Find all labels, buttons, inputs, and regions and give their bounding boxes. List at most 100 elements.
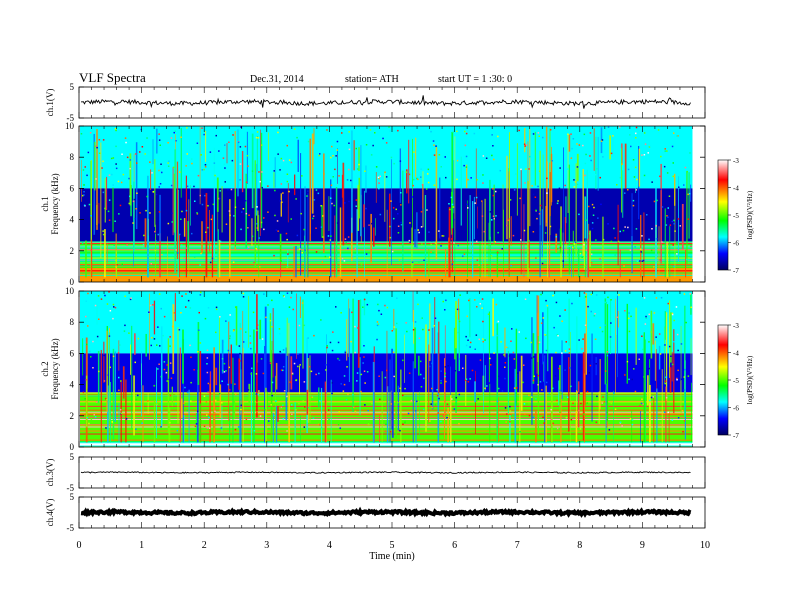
spec-streak bbox=[120, 379, 122, 443]
spec-speckle bbox=[591, 222, 594, 224]
spec-speckle bbox=[351, 311, 353, 314]
spec-streak bbox=[235, 306, 238, 346]
y-tick-label: 2 bbox=[70, 411, 75, 421]
spec-speckle bbox=[416, 177, 418, 180]
spec-speckle bbox=[277, 131, 279, 134]
spec-speckle bbox=[444, 156, 446, 158]
spec-speckle bbox=[690, 245, 692, 247]
spec-streak bbox=[98, 202, 100, 224]
spec-speckle bbox=[589, 155, 591, 157]
spec-streak bbox=[543, 361, 544, 382]
spec-streak bbox=[106, 330, 108, 412]
spec-streak bbox=[171, 386, 173, 407]
spec-streak bbox=[477, 206, 478, 229]
spec-speckle bbox=[275, 229, 278, 231]
spec-line bbox=[80, 257, 693, 259]
spec-speckle bbox=[481, 200, 483, 202]
spec-streak bbox=[159, 233, 161, 278]
spec-speckle bbox=[648, 146, 651, 148]
spec-speckle bbox=[593, 206, 595, 209]
spec-speckle bbox=[606, 354, 609, 357]
spec-speckle bbox=[332, 155, 334, 157]
spec-speckle bbox=[490, 255, 493, 257]
spec-streak bbox=[330, 379, 332, 443]
spec-speckle bbox=[227, 349, 230, 352]
spec-streak bbox=[190, 185, 191, 226]
spec-streak bbox=[152, 139, 154, 165]
spec-speckle bbox=[376, 324, 379, 327]
spec-speckle bbox=[532, 416, 535, 419]
spec-speckle bbox=[603, 401, 606, 403]
spec-speckle bbox=[438, 397, 440, 400]
spec-speckle bbox=[683, 376, 685, 378]
spec-speckle bbox=[85, 315, 87, 318]
spec-streak bbox=[268, 132, 269, 162]
spec-speckle bbox=[114, 220, 116, 222]
spec-streak bbox=[598, 391, 600, 424]
spec-speckle bbox=[375, 166, 378, 168]
spec-speckle bbox=[639, 405, 641, 407]
spec-speckle bbox=[208, 427, 211, 429]
spec-speckle bbox=[277, 153, 279, 155]
spec-streak bbox=[534, 131, 536, 186]
spec-streak bbox=[351, 217, 353, 262]
spec-speckle bbox=[512, 234, 515, 237]
spec-speckle bbox=[104, 207, 106, 210]
spec-speckle bbox=[495, 215, 497, 217]
spec-speckle bbox=[379, 213, 382, 216]
spec-speckle bbox=[320, 319, 322, 321]
spec-line bbox=[80, 274, 693, 276]
spec-speckle bbox=[129, 167, 131, 170]
spec-speckle bbox=[661, 241, 663, 243]
spec-speckle bbox=[170, 184, 173, 187]
spec-streak bbox=[154, 159, 156, 227]
channel-label: ch.3(V) bbox=[45, 459, 55, 487]
spec-speckle bbox=[191, 162, 193, 165]
spec-speckle bbox=[252, 311, 255, 314]
frequency-axis-label: Frequency (kHz) bbox=[50, 338, 60, 399]
spec-speckle bbox=[634, 166, 637, 169]
spec-speckle bbox=[402, 359, 404, 362]
y-tick-label: -5 bbox=[67, 483, 75, 493]
spec-streak bbox=[118, 340, 120, 371]
spec-speckle bbox=[239, 352, 241, 355]
spec-speckle bbox=[572, 402, 574, 404]
spec-speckle bbox=[493, 218, 495, 220]
spec-streak bbox=[107, 385, 109, 443]
spec-speckle bbox=[629, 134, 631, 136]
spec-streak bbox=[550, 153, 553, 203]
spec-speckle bbox=[591, 203, 594, 206]
ch1_wave-trace bbox=[80, 95, 691, 109]
spec-speckle bbox=[108, 291, 110, 293]
spec-speckle bbox=[438, 230, 440, 232]
colorbar-tick-label: -7 bbox=[733, 432, 739, 440]
spec-streak bbox=[300, 415, 301, 443]
spec-speckle bbox=[169, 336, 171, 338]
spec-speckle bbox=[645, 317, 647, 319]
spec-speckle bbox=[659, 353, 662, 355]
spec-speckle bbox=[120, 181, 123, 184]
spec-speckle bbox=[245, 331, 247, 333]
spec-speckle bbox=[114, 128, 117, 130]
spec-streak bbox=[645, 339, 646, 443]
spec-streak bbox=[299, 365, 300, 395]
spec-speckle bbox=[474, 299, 476, 301]
spec-speckle bbox=[434, 404, 437, 406]
spec-speckle bbox=[417, 303, 419, 306]
spec-speckle bbox=[445, 380, 447, 383]
spec-streak bbox=[595, 136, 597, 190]
spec-streak bbox=[326, 348, 327, 443]
spec-speckle bbox=[570, 157, 573, 159]
spec-speckle bbox=[307, 140, 310, 143]
spec-speckle bbox=[177, 252, 179, 254]
spec-speckle bbox=[405, 322, 407, 324]
spec-speckle bbox=[185, 165, 187, 167]
spec-speckle bbox=[229, 389, 231, 391]
spec-streak bbox=[348, 308, 350, 383]
spec-speckle bbox=[517, 293, 520, 296]
spec-speckle bbox=[633, 368, 635, 370]
spec-speckle bbox=[600, 203, 602, 206]
spec-speckle bbox=[347, 236, 350, 238]
spec-speckle bbox=[404, 420, 406, 422]
spec-speckle bbox=[219, 190, 221, 192]
